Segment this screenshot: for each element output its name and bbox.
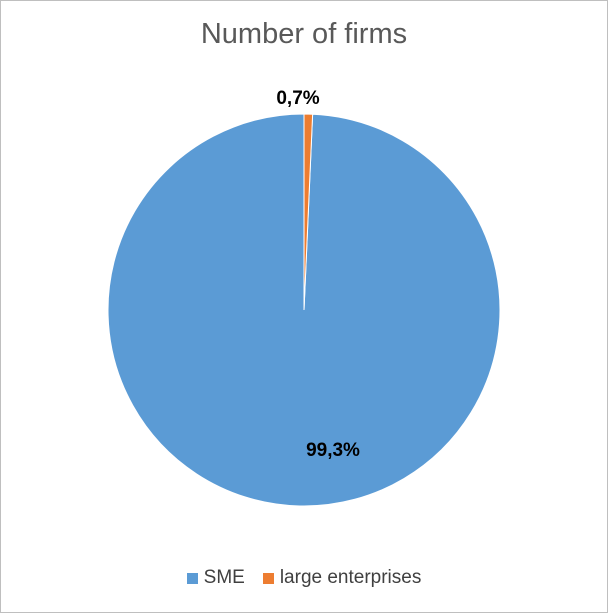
legend-label-sme: SME xyxy=(203,567,245,588)
pie-slice-large-enterprises xyxy=(303,113,314,311)
data-label-sme: 99,3% xyxy=(306,440,360,461)
data-label-large-enterprises: 0,7% xyxy=(276,88,319,109)
legend-item-sme: SME xyxy=(186,567,245,589)
legend-label-large-enterprises: large enterprises xyxy=(279,567,422,588)
chart-legend: SME large enterprises xyxy=(0,567,608,589)
legend-swatch-sme xyxy=(186,572,198,584)
legend-swatch-large-enterprises xyxy=(262,572,274,584)
legend-item-large-enterprises: large enterprises xyxy=(262,567,422,589)
chart-title: Number of firms xyxy=(200,18,408,50)
